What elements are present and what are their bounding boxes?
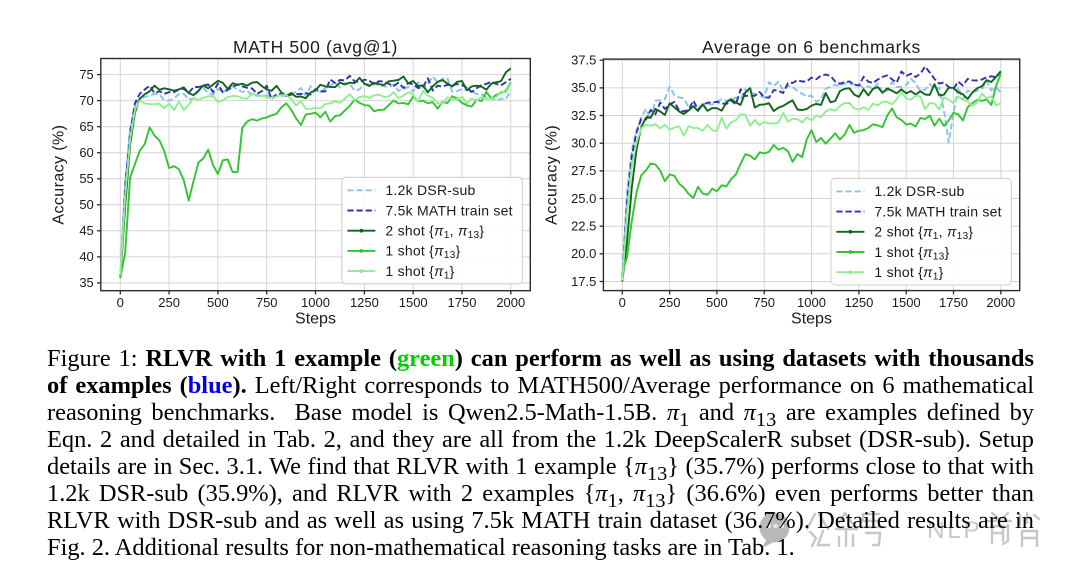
svg-text:55: 55 — [79, 171, 93, 186]
svg-text:35.0: 35.0 — [571, 80, 596, 95]
svg-text:Steps: Steps — [295, 311, 336, 328]
svg-text:750: 750 — [256, 295, 278, 310]
svg-text:65: 65 — [79, 119, 93, 134]
svg-text:500: 500 — [207, 295, 229, 310]
svg-text:1500: 1500 — [399, 295, 428, 310]
svg-text:60: 60 — [79, 145, 93, 160]
svg-text:NLP: NLP — [927, 517, 982, 544]
svg-text:1.2k DSR-sub: 1.2k DSR-sub — [385, 182, 475, 198]
svg-text:750: 750 — [753, 295, 775, 310]
svg-text:Average on 6 benchmarks: Average on 6 benchmarks — [702, 37, 921, 57]
svg-text:45: 45 — [79, 223, 93, 238]
svg-text:35: 35 — [79, 275, 93, 290]
svg-text:25.0: 25.0 — [571, 191, 596, 206]
svg-text:1 shot {π13}: 1 shot {π13} — [874, 244, 949, 263]
svg-text:1 shot {π1}: 1 shot {π1} — [385, 263, 454, 282]
svg-text:17.5: 17.5 — [571, 274, 596, 289]
svg-text:MATH 500 (avg@1): MATH 500 (avg@1) — [233, 37, 398, 57]
svg-text:20.0: 20.0 — [571, 246, 596, 261]
svg-text:2000: 2000 — [986, 295, 1015, 310]
svg-text:2000: 2000 — [496, 295, 525, 310]
svg-text:2 shot {π1, π13}: 2 shot {π1, π13} — [385, 223, 484, 242]
svg-text:Accuracy (%): Accuracy (%) — [51, 125, 68, 225]
svg-text:Steps: Steps — [791, 311, 832, 328]
svg-text:75: 75 — [79, 67, 93, 82]
svg-text:1.2k DSR-sub: 1.2k DSR-sub — [874, 183, 964, 199]
svg-text:22.5: 22.5 — [571, 219, 596, 234]
svg-text:1250: 1250 — [844, 295, 873, 310]
svg-text:0: 0 — [619, 295, 626, 310]
svg-text:2 shot {π1, π13}: 2 shot {π1, π13} — [874, 224, 973, 243]
svg-text:70: 70 — [79, 93, 93, 108]
svg-text:1750: 1750 — [939, 295, 968, 310]
svg-text:40: 40 — [79, 249, 93, 264]
svg-text:250: 250 — [158, 295, 180, 310]
svg-text:Accuracy (%): Accuracy (%) — [544, 125, 561, 225]
svg-text:500: 500 — [706, 295, 728, 310]
svg-text:50: 50 — [79, 197, 93, 212]
svg-text:30.0: 30.0 — [571, 136, 596, 151]
svg-text:250: 250 — [659, 295, 681, 310]
svg-text:27.5: 27.5 — [571, 163, 596, 178]
svg-text:1500: 1500 — [892, 295, 921, 310]
svg-text:1 shot {π13}: 1 shot {π13} — [385, 243, 460, 262]
svg-text:7.5k MATH train set: 7.5k MATH train set — [874, 203, 1001, 219]
svg-text:7.5k MATH train set: 7.5k MATH train set — [385, 202, 512, 218]
svg-text:32.5: 32.5 — [571, 108, 596, 123]
svg-text:1 shot {π1}: 1 shot {π1} — [874, 264, 943, 283]
svg-text:1750: 1750 — [448, 295, 477, 310]
svg-text:37.5: 37.5 — [571, 53, 596, 68]
svg-text:1000: 1000 — [797, 295, 826, 310]
svg-text:1000: 1000 — [301, 295, 330, 310]
svg-text:1250: 1250 — [350, 295, 379, 310]
svg-text:0: 0 — [117, 295, 124, 310]
